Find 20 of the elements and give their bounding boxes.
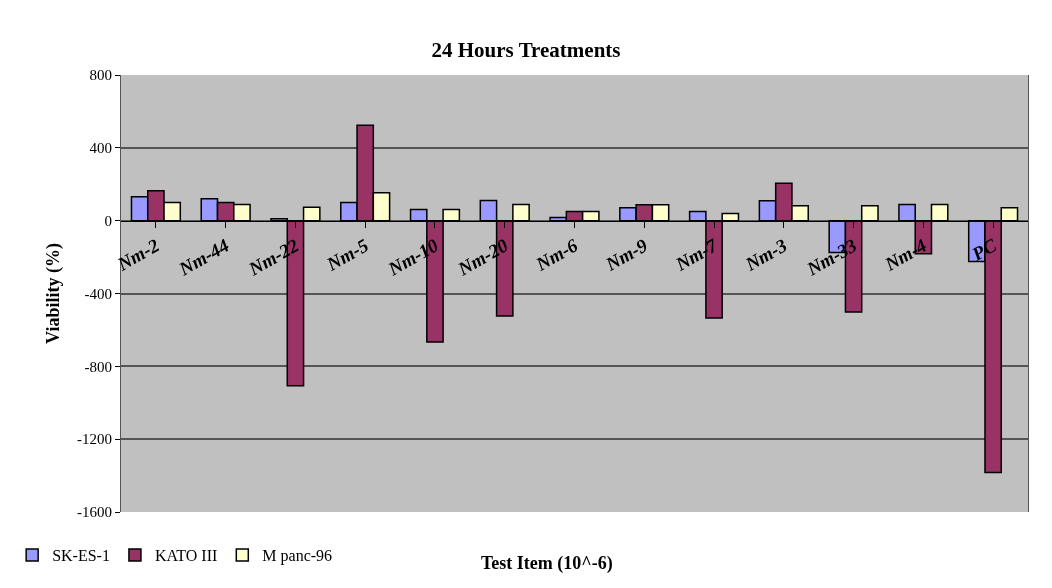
x-tick-label: Nm-4 xyxy=(880,234,931,276)
x-tick-label: Nm-3 xyxy=(740,234,791,276)
y-tick-label: -800 xyxy=(84,358,112,375)
legend-label: SK-ES-1 xyxy=(52,547,110,565)
y-axis-title: Viability (%) xyxy=(43,243,65,344)
y-tick-label: 400 xyxy=(89,140,112,157)
x-axis-title: Test Item (10^-6) xyxy=(481,553,613,574)
x-tick-label: Nm-6 xyxy=(531,234,582,276)
legend-label: KATO III xyxy=(154,547,218,565)
y-tick-label: -1200 xyxy=(77,431,112,448)
x-tick-label: Nm-2 xyxy=(112,234,164,276)
legend-label: M panc-96 xyxy=(262,547,333,566)
chart-title: 24 Hours Treatments xyxy=(431,38,621,63)
x-tick-label: PC xyxy=(967,234,1001,266)
y-tick-label: 800 xyxy=(89,67,112,84)
y-tick-label: 0 xyxy=(104,212,112,229)
x-tick-label: Nm-9 xyxy=(601,234,652,276)
x-tick-label: Nm-5 xyxy=(322,234,373,276)
y-tick-label: -400 xyxy=(84,285,112,302)
y-tick-label: -1600 xyxy=(77,504,112,521)
